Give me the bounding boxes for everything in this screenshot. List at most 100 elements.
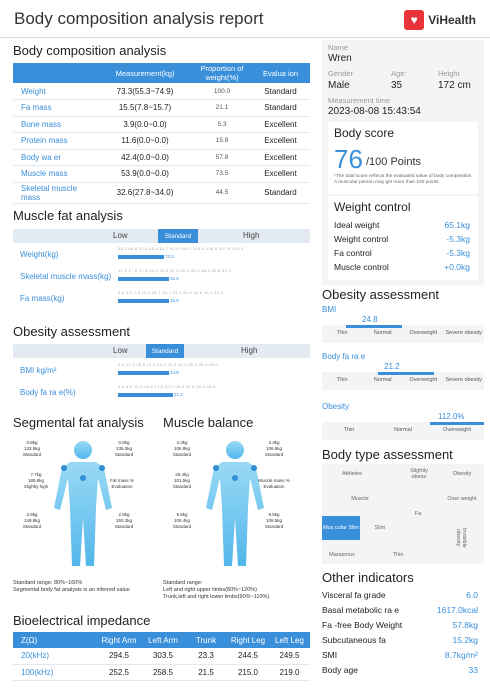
row-evaluation: Excellent — [251, 149, 310, 166]
bar-fill — [118, 277, 169, 281]
level-high: High — [243, 231, 260, 240]
body-score-card: Body score 76 /100 Points *The total sco… — [328, 122, 478, 194]
table-row: 20(kHz) 294.5 303.5 23.3 244.5 249.5 — [13, 648, 310, 665]
cell: 215.0 — [227, 664, 269, 681]
indicator-label: Subcutaneous fa — [322, 635, 386, 645]
cell: 294.5 — [97, 648, 141, 665]
muscle-fat-title: Muscle fat analysis — [13, 208, 123, 223]
indicator-value: 15.2kg — [452, 635, 478, 645]
bar-value: 24.8 — [170, 370, 179, 375]
body-type-title: Body type assessment — [322, 447, 453, 462]
gauge-category: Overweight — [443, 427, 471, 433]
row-proportion: 100.0 — [193, 83, 251, 100]
gauge-fill — [430, 422, 484, 425]
wc-label: Ideal weight — [334, 220, 380, 230]
obesity-level-bar: Low Standard High — [13, 344, 310, 358]
gender-label: Gender — [328, 69, 354, 78]
bioelectrical-table: Z(Ω) Right Arm Left Arm Trunk Right Leg Left … — [13, 632, 310, 681]
indicator-value: 57.8kg — [452, 620, 478, 630]
body-score-suffix: /100 Points — [366, 156, 422, 168]
body-composition-table: Measurement(kg) Proportion of weight(%) … — [13, 63, 310, 204]
indicator-label: Fa -free Body Weight — [322, 620, 403, 630]
gauge-category: Thin — [336, 377, 348, 383]
row-measurement: 15.5(7.8~15.7) — [97, 99, 193, 117]
table-row: Skeletal muscle mass 32.6(27.8~34.0) 44.5 S… — [13, 182, 310, 204]
body-composition-title: Body composition analysis — [13, 43, 167, 58]
bar-row: Fa mass(kg) 3.4 3.6 7.8 11.4 15.7 20.7 23… — [20, 290, 310, 310]
wc-label: Muscle control — [334, 262, 389, 272]
gauge-category: Normal — [394, 427, 412, 433]
gauge-category: Thin — [343, 427, 355, 433]
col-proportion: Proportion of weight(%) — [193, 63, 251, 83]
gauge-category: Overweight — [409, 377, 438, 383]
bt-muscle: Muscle — [351, 496, 369, 502]
bar-value: 32.6 — [170, 276, 179, 281]
gauge-category: Overweight — [409, 330, 438, 336]
bt-slim: Slim — [374, 525, 386, 531]
muscle-fat-level-bar: Low Standard High — [13, 229, 310, 243]
row-proportion: 15.8 — [193, 132, 251, 150]
wc-value: 65.1kg — [444, 220, 470, 230]
bar-label: Fa mass(kg) — [20, 294, 65, 303]
row-measurement: 32.6(27.8~34.0) — [97, 182, 193, 204]
row-name: Bone mass — [13, 116, 97, 133]
gauge-category: Normal — [373, 377, 392, 383]
mb-right-arm: 3.3kg 106.8kg Standard — [264, 440, 284, 457]
name-value: Wren — [328, 53, 352, 64]
bar-fill — [118, 393, 173, 397]
row-proportion: 5.3 — [193, 116, 251, 133]
bar-fill — [118, 371, 169, 375]
bar-ticks: 17.9 17.8 27.9 30.9 34.0 37.0 40.0 43.0 … — [118, 268, 231, 273]
body-figure-right — [206, 441, 264, 566]
bar-row: Body fa ra e(%) 0.0 6.0 10.0 15.0 17.0 20… — [20, 384, 310, 404]
gauge-track: Thin Normal Overweight — [322, 422, 484, 440]
cell: 21.5 — [185, 664, 227, 681]
bar-ticks: 0.0 17.3 18.5 21.6 24.0 25.0 30.0 35.0 4… — [118, 362, 219, 367]
height-label: Height — [438, 69, 460, 78]
wc-label: Weight control — [334, 234, 389, 244]
gauge-value: 24.8 — [362, 315, 378, 324]
gauge-label: Body fa ra e — [322, 352, 366, 361]
weight-control-card: Weight control Ideal weight 65.1kg Weight … — [328, 196, 478, 280]
bar-value: 73.3 — [165, 254, 174, 259]
mb-trunk: 25.4kg 101.5kg Standard — [172, 472, 192, 489]
row-measurement: 3.9(0.0~0.0) — [97, 116, 193, 133]
indicator-value: 6.0 — [466, 590, 478, 600]
col-3: Trunk — [185, 632, 227, 648]
level-low: Low — [113, 231, 128, 240]
cell: 252.5 — [97, 664, 141, 681]
indicator-label: Body age — [322, 665, 358, 675]
brand-logo: ♥ ViHealth — [404, 10, 476, 30]
bar-label: Body fa ra e(%) — [20, 388, 76, 397]
indicator-label: Visceral fa grade — [322, 590, 386, 600]
body-score-title: Body score — [334, 126, 395, 140]
seg-left-arm: 0.8kg 133.5kg Standard — [22, 440, 42, 457]
bt-athletes: Athletes — [342, 471, 362, 477]
gauge-label: Obesity — [322, 402, 350, 411]
time-value: 2023-08-08 15:43:54 — [328, 106, 421, 117]
bar-ticks: 3.4 3.6 7.8 11.4 15.7 20.7 23.1 31.4 35.… — [118, 290, 224, 295]
col-2: Left Arm — [141, 632, 185, 648]
indicator-label: SMI — [322, 650, 338, 660]
time-label: Measurement time — [328, 96, 391, 105]
row-proportion: 44.5 — [193, 182, 251, 204]
gauge-track: Thin Normal Overweight Severe obesity — [322, 372, 484, 390]
cell: 20(kHz) — [13, 648, 97, 665]
col-name — [13, 63, 97, 83]
row-proportion: 21.1 — [193, 99, 251, 117]
table-row: Body wa er 42.4(0.0~0.0) 57.8 Excellent — [13, 149, 310, 166]
gauge-category: Normal — [373, 330, 392, 336]
level-low: Low — [113, 346, 128, 355]
indicator-label: Basal metabolic ra e — [322, 605, 400, 615]
gender-value: Male — [328, 80, 350, 91]
other-indicators-title: Other indicators — [322, 570, 414, 585]
bioelectrical-title: Bioelectrical impedance — [13, 613, 151, 628]
col-evaluation: Evalua ion — [251, 63, 310, 83]
bar-row: BMI kg/m² 0.0 17.3 18.5 21.6 24.0 25.0 30… — [20, 362, 310, 382]
body-figure-left — [54, 441, 112, 566]
bar-row: Weight(kg) 35.2 46.5 57.6 68.4 81.7 92.9 … — [20, 246, 310, 266]
col-5: Left Leg — [269, 632, 310, 648]
bar-fill — [118, 299, 169, 303]
table-row: Protein mass 11.6(0.0~0.0) 15.8 Excellent — [13, 132, 310, 150]
gauge-label: BMI — [322, 305, 337, 314]
